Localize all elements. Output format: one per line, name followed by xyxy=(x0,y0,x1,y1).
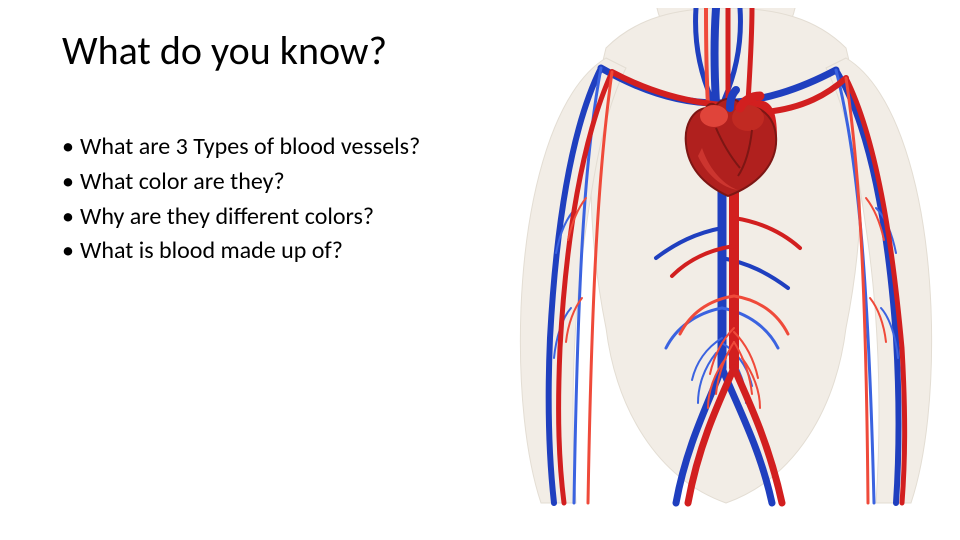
slide-title: What do you know? xyxy=(62,26,387,75)
bullet-marker: • xyxy=(62,200,80,235)
bullet-text: What are 3 Types of blood vessels? xyxy=(80,130,420,165)
list-item: • What color are they? xyxy=(62,165,420,200)
list-item: • What are 3 Types of blood vessels? xyxy=(62,130,420,165)
slide: What do you know? • What are 3 Types of … xyxy=(0,0,960,540)
bullet-marker: • xyxy=(62,165,80,200)
bullet-text: What color are they? xyxy=(80,165,285,200)
circulatory-system-figure xyxy=(516,8,936,508)
bullet-text: Why are they different colors? xyxy=(80,200,374,235)
list-item: • Why are they different colors? xyxy=(62,200,420,235)
bullet-marker: • xyxy=(62,130,80,165)
bullet-marker: • xyxy=(62,234,80,269)
bullet-text: What is blood made up of? xyxy=(80,234,343,269)
bullet-list: • What are 3 Types of blood vessels? • W… xyxy=(62,130,420,269)
anatomy-svg xyxy=(516,8,936,508)
list-item: • What is blood made up of? xyxy=(62,234,420,269)
